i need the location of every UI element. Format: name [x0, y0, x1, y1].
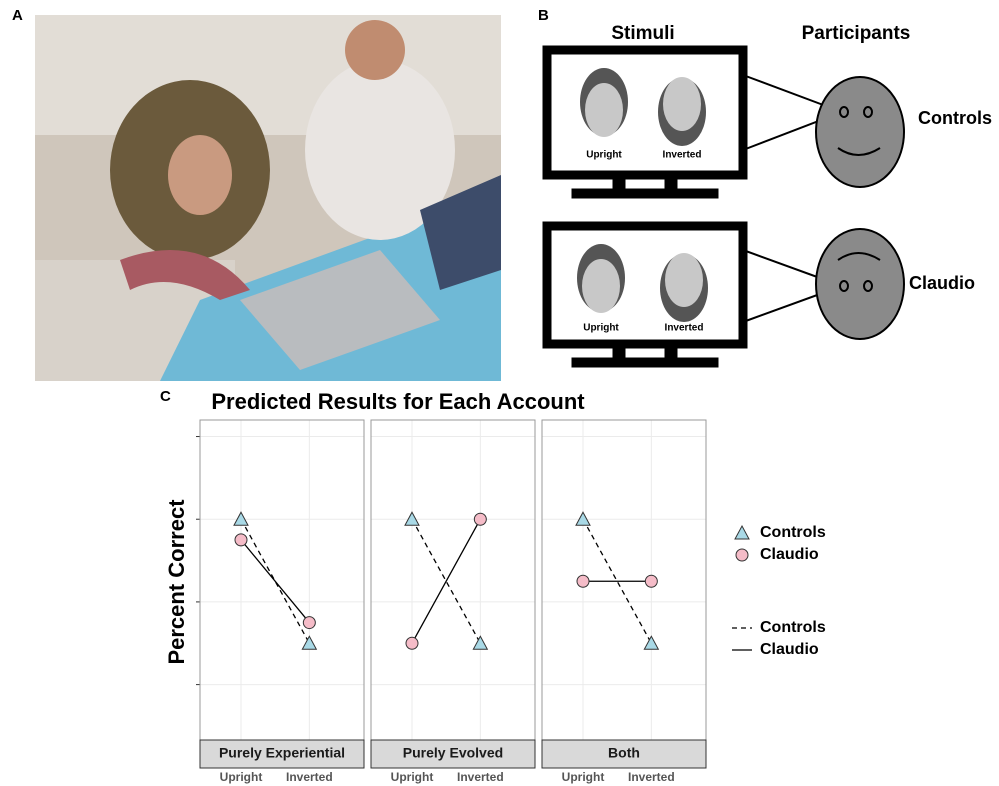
triangle-marker: [472, 635, 489, 650]
triangle-marker: [301, 635, 318, 650]
strip-label: Purely Evolved: [403, 745, 503, 761]
panel-label: A: [12, 7, 23, 24]
strip: [541, 739, 707, 769]
x-tick-label: Upright: [220, 770, 263, 784]
chart-title: Predicted Results for Each Account: [211, 389, 585, 414]
x-tick-label: Upright: [562, 770, 605, 784]
legend-label: Claudio: [760, 546, 819, 563]
panel-background: [542, 420, 706, 740]
circle-marker: [302, 616, 316, 630]
series-line: [411, 518, 481, 644]
face-label: Upright: [583, 323, 619, 334]
diagram: [542, 45, 905, 368]
diagram-heading: Stimuli: [611, 23, 674, 44]
face-label: Upright: [586, 150, 622, 161]
circle-marker: [576, 574, 590, 588]
x-tick-label: Inverted: [286, 770, 333, 784]
participant-label: Claudio: [909, 273, 975, 293]
strip: [370, 739, 536, 769]
triangle-marker: [233, 511, 249, 526]
legend-label: Claudio: [760, 641, 819, 658]
circle-marker: [473, 512, 487, 526]
face-label: Inverted: [663, 150, 702, 161]
triangle-marker: [734, 524, 750, 540]
x-tick-label: Upright: [391, 770, 434, 784]
panel-label: C: [160, 388, 171, 405]
legend-label: Controls: [760, 619, 826, 636]
triangle-marker: [575, 511, 591, 526]
strip: [199, 739, 365, 769]
chart: Purely Experiential Upright Inverted Purely…: [196, 419, 826, 784]
triangle-marker: [643, 635, 660, 650]
series-line: [240, 518, 310, 644]
y-axis-label: Percent Correct: [164, 499, 189, 665]
circle-marker: [234, 533, 248, 547]
participant-label: Controls: [918, 108, 992, 128]
circle-marker: [735, 548, 749, 562]
text-layer: A B C Stimuli Participants Upright Inver…: [12, 7, 992, 665]
legend-label: Controls: [760, 524, 826, 541]
strip-label: Both: [608, 745, 640, 761]
panel-background: [371, 420, 535, 740]
circle-marker: [644, 574, 658, 588]
panel-background: [200, 420, 364, 740]
strip-label: Purely Experiential: [219, 745, 345, 761]
x-tick-label: Inverted: [628, 770, 675, 784]
x-tick-label: Inverted: [457, 770, 504, 784]
diagram-heading: Participants: [802, 23, 911, 44]
series-line: [411, 518, 481, 644]
triangle-marker: [404, 511, 420, 526]
face-label: Inverted: [665, 323, 704, 334]
series-line: [240, 539, 310, 623]
circle-marker: [405, 636, 419, 650]
panel-label: B: [538, 7, 549, 24]
series-line: [582, 518, 652, 644]
photo: [35, 15, 501, 381]
